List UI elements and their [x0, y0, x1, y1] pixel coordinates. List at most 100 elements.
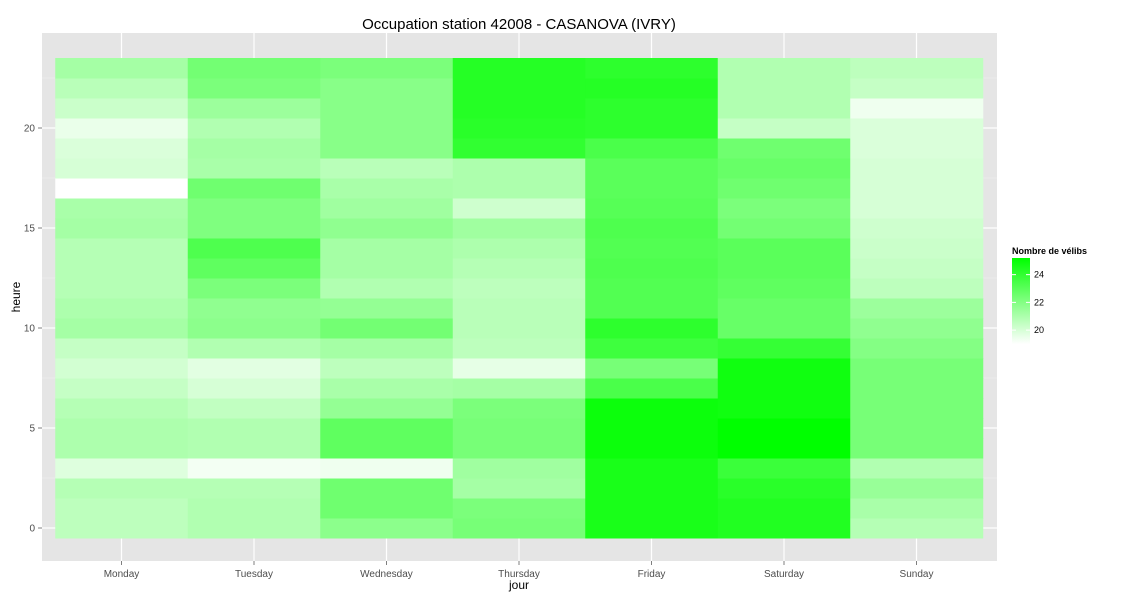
- heatmap-cell: [850, 458, 984, 479]
- heatmap-cell: [585, 98, 719, 119]
- heatmap-cell: [717, 298, 851, 319]
- heatmap-cell: [850, 478, 984, 499]
- heatmap-cell: [850, 418, 984, 439]
- heatmap-cells: [55, 58, 984, 539]
- y-axis-ticks: 0 5 10 15 20: [24, 124, 42, 535]
- heatmap-cell: [717, 358, 851, 379]
- legend-colorbar: [1012, 258, 1030, 344]
- heatmap-cell: [717, 238, 851, 259]
- heatmap-cell: [55, 158, 189, 179]
- heatmap-cell: [187, 158, 321, 179]
- heatmap-cell: [585, 118, 719, 139]
- heatmap-cell: [320, 118, 454, 139]
- heatmap-cell: [187, 418, 321, 439]
- heatmap-cell: [717, 118, 851, 139]
- legend-title: Nombre de vélibs: [1012, 246, 1087, 256]
- heatmap-cell: [187, 78, 321, 99]
- heatmap-cell: [55, 378, 189, 399]
- heatmap-cell: [55, 58, 189, 79]
- heatmap-cell: [717, 518, 851, 539]
- heatmap-cell: [452, 418, 586, 439]
- heatmap-cell: [452, 258, 586, 279]
- heatmap-cell: [55, 238, 189, 259]
- heatmap-cell: [320, 298, 454, 319]
- heatmap-cell: [55, 418, 189, 439]
- heatmap-cell: [452, 398, 586, 419]
- heatmap-cell: [850, 118, 984, 139]
- heatmap-cell: [320, 378, 454, 399]
- heatmap-cell: [717, 278, 851, 299]
- heatmap-cell: [320, 518, 454, 539]
- heatmap-cell: [55, 278, 189, 299]
- heatmap-cell: [585, 138, 719, 159]
- heatmap-cell: [850, 258, 984, 279]
- heatmap-cell: [585, 258, 719, 279]
- heatmap-cell: [850, 158, 984, 179]
- heatmap-cell: [717, 218, 851, 239]
- heatmap-cell: [717, 478, 851, 499]
- y-tick-label: 15: [24, 224, 36, 235]
- heatmap-cell: [187, 98, 321, 119]
- heatmap-cell: [187, 198, 321, 219]
- heatmap-cell: [585, 398, 719, 419]
- heatmap-cell: [452, 458, 586, 479]
- heatmap-cell: [320, 58, 454, 79]
- heatmap-cell: [320, 458, 454, 479]
- heatmap-cell: [452, 218, 586, 239]
- heatmap-cell: [55, 298, 189, 319]
- heatmap-cell: [187, 358, 321, 379]
- heatmap-cell: [717, 178, 851, 199]
- heatmap-cell: [187, 178, 321, 199]
- heatmap-cell: [717, 498, 851, 519]
- heatmap-cell: [850, 518, 984, 539]
- heatmap-cell: [850, 138, 984, 159]
- legend-tick-label: 20: [1034, 325, 1044, 335]
- heatmap-cell: [320, 418, 454, 439]
- heatmap-cell: [55, 78, 189, 99]
- heatmap-cell: [452, 58, 586, 79]
- heatmap-cell: [585, 458, 719, 479]
- heatmap-cell: [585, 178, 719, 199]
- heatmap-cell: [187, 398, 321, 419]
- heatmap-cell: [850, 238, 984, 259]
- legend-tick-label: 22: [1034, 297, 1044, 307]
- heatmap-cell: [850, 218, 984, 239]
- heatmap-cell: [187, 318, 321, 339]
- heatmap-cell: [452, 438, 586, 459]
- heatmap-cell: [452, 98, 586, 119]
- x-tick-label: Saturday: [764, 569, 804, 580]
- heatmap-cell: [320, 178, 454, 199]
- heatmap-cell: [187, 478, 321, 499]
- chart-title: Occupation station 42008 - CASANOVA (IVR…: [362, 16, 676, 33]
- heatmap-cell: [187, 378, 321, 399]
- heatmap-cell: [320, 338, 454, 359]
- legend: Nombre de vélibs 24 22 20: [1012, 246, 1087, 344]
- heatmap-cell: [585, 358, 719, 379]
- heatmap-cell: [717, 318, 851, 339]
- heatmap-cell: [320, 238, 454, 259]
- heatmap-cell: [717, 158, 851, 179]
- heatmap-cell: [585, 198, 719, 219]
- heatmap-cell: [187, 438, 321, 459]
- heatmap-cell: [585, 518, 719, 539]
- heatmap-cell: [585, 378, 719, 399]
- heatmap-cell: [585, 218, 719, 239]
- heatmap-cell: [452, 178, 586, 199]
- heatmap-cell: [850, 398, 984, 419]
- heatmap-cell: [187, 138, 321, 159]
- heatmap-cell: [55, 338, 189, 359]
- heatmap-cell: [55, 178, 189, 199]
- heatmap-cell: [320, 498, 454, 519]
- x-tick-label: Monday: [104, 569, 140, 580]
- heatmap-cell: [55, 258, 189, 279]
- heatmap-cell: [585, 318, 719, 339]
- heatmap-cell: [452, 318, 586, 339]
- x-tick-label: Wednesday: [360, 569, 413, 580]
- heatmap-cell: [452, 138, 586, 159]
- y-tick-label: 10: [24, 324, 36, 335]
- heatmap-cell: [55, 98, 189, 119]
- heatmap-cell: [55, 358, 189, 379]
- heatmap-cell: [717, 58, 851, 79]
- x-axis-title: jour: [508, 578, 529, 592]
